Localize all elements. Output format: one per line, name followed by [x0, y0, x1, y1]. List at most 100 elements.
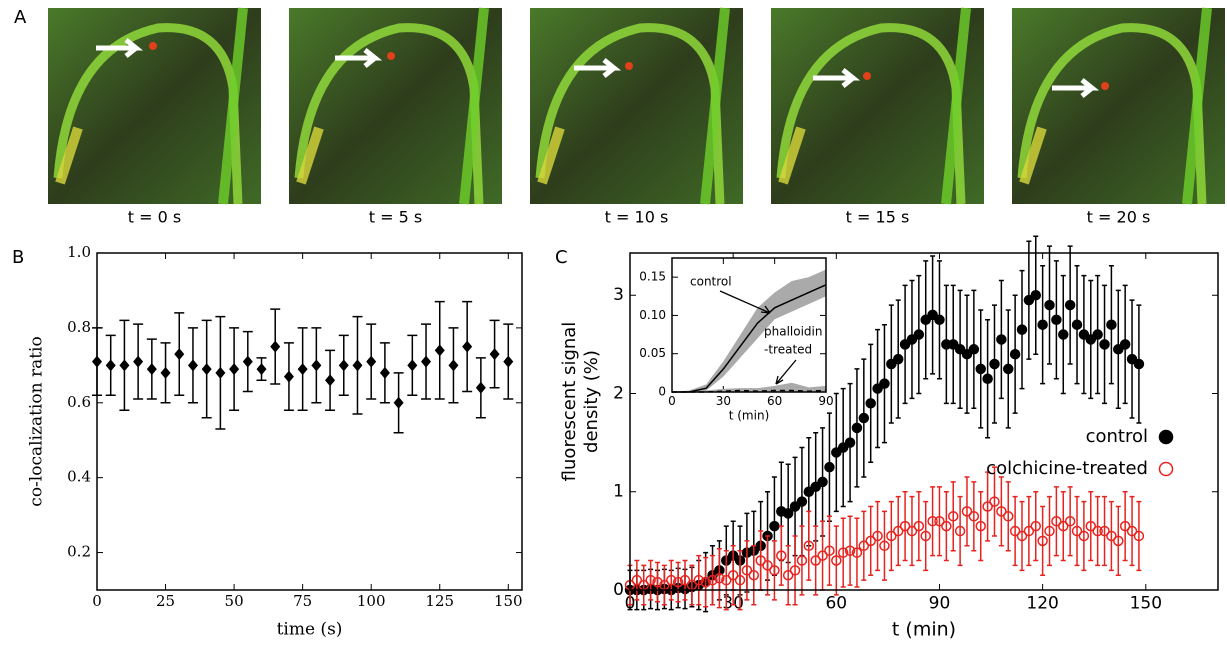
point	[1037, 319, 1048, 330]
point	[975, 520, 986, 532]
filament	[218, 7, 248, 205]
point	[421, 355, 432, 368]
y-tick-label: 1	[613, 482, 624, 502]
error-bar	[847, 515, 853, 586]
error-bar	[806, 510, 812, 581]
error-bar	[1019, 500, 1025, 572]
error-bar	[936, 486, 942, 557]
point	[776, 550, 787, 561]
error-bar	[826, 515, 832, 586]
band	[672, 382, 826, 392]
arrow	[574, 58, 622, 78]
point	[462, 340, 473, 353]
error-bar	[1081, 500, 1087, 572]
point	[817, 550, 828, 561]
error-bar	[661, 564, 667, 606]
legend-label: control	[1086, 426, 1148, 447]
point	[762, 560, 773, 571]
point	[837, 442, 849, 453]
x-tick-label: 25	[156, 592, 175, 610]
particle	[1101, 82, 1109, 90]
point	[996, 506, 1007, 517]
point	[899, 520, 911, 532]
error-bar	[778, 525, 784, 586]
point	[679, 574, 691, 586]
y-tick-label: 2	[613, 383, 624, 403]
error-bar	[1012, 495, 1018, 567]
point	[666, 574, 677, 586]
particle	[863, 72, 871, 80]
error-bar	[668, 559, 674, 601]
y-tick-label: 0	[613, 580, 624, 600]
error-bar	[985, 471, 991, 542]
x-tick-label: 60	[767, 394, 782, 408]
error-bar	[1102, 495, 1108, 567]
error-bar	[971, 481, 977, 552]
filament	[537, 126, 565, 185]
plot-frame	[671, 257, 827, 393]
particle	[149, 42, 157, 50]
arrow	[335, 48, 383, 68]
point	[803, 486, 815, 497]
error-bar	[716, 547, 722, 609]
legend-label: colchicine-treated	[986, 458, 1148, 479]
point	[886, 530, 897, 542]
point	[810, 555, 821, 566]
error-bar	[675, 561, 681, 603]
filament	[1182, 7, 1212, 205]
error-bar	[723, 549, 729, 611]
error-bar	[902, 490, 908, 562]
error-bar	[710, 554, 716, 606]
x-tick-label: 75	[293, 592, 312, 610]
legend-marker	[1158, 461, 1174, 477]
point	[119, 359, 130, 372]
error-bar	[641, 564, 647, 606]
filament	[55, 126, 83, 185]
point	[769, 565, 780, 576]
error-bar	[909, 495, 915, 567]
point	[1085, 334, 1097, 345]
error-bar	[758, 530, 764, 591]
point	[920, 530, 931, 542]
point	[1002, 511, 1014, 522]
point	[837, 547, 849, 558]
point	[817, 476, 828, 488]
x-tick-label: 60	[825, 594, 847, 614]
error-bar	[648, 559, 654, 601]
y-tick-label: 0.10	[639, 308, 666, 322]
filament	[700, 7, 730, 205]
y-axis-label: density (%)	[581, 350, 602, 453]
arrow	[1052, 78, 1100, 98]
x-tick-label: 125	[425, 592, 454, 610]
point	[755, 555, 766, 566]
error-bar	[923, 500, 929, 572]
point	[989, 358, 1000, 370]
error-bar	[737, 549, 743, 611]
point	[872, 530, 883, 542]
x-tick-label: 150	[1130, 594, 1162, 614]
point	[1099, 525, 1110, 537]
error-bar	[1129, 495, 1135, 567]
point	[1071, 319, 1083, 330]
filament	[53, 23, 243, 205]
error-bar	[943, 490, 949, 562]
point	[1058, 520, 1069, 532]
legend-marker	[1158, 429, 1174, 445]
point	[489, 348, 500, 361]
error-bar	[833, 525, 839, 596]
point	[913, 329, 925, 340]
point	[789, 501, 801, 512]
point	[503, 355, 514, 368]
error-bar	[1115, 505, 1121, 577]
point	[1106, 530, 1117, 542]
error-bar	[1040, 505, 1046, 577]
frame-label: t = 10 s	[605, 208, 669, 227]
point	[851, 422, 863, 434]
point	[913, 520, 925, 532]
filament	[294, 23, 484, 205]
error-bar	[703, 556, 709, 608]
point	[1085, 520, 1097, 532]
point	[769, 520, 780, 532]
arrow	[96, 38, 144, 58]
point	[1133, 358, 1145, 370]
